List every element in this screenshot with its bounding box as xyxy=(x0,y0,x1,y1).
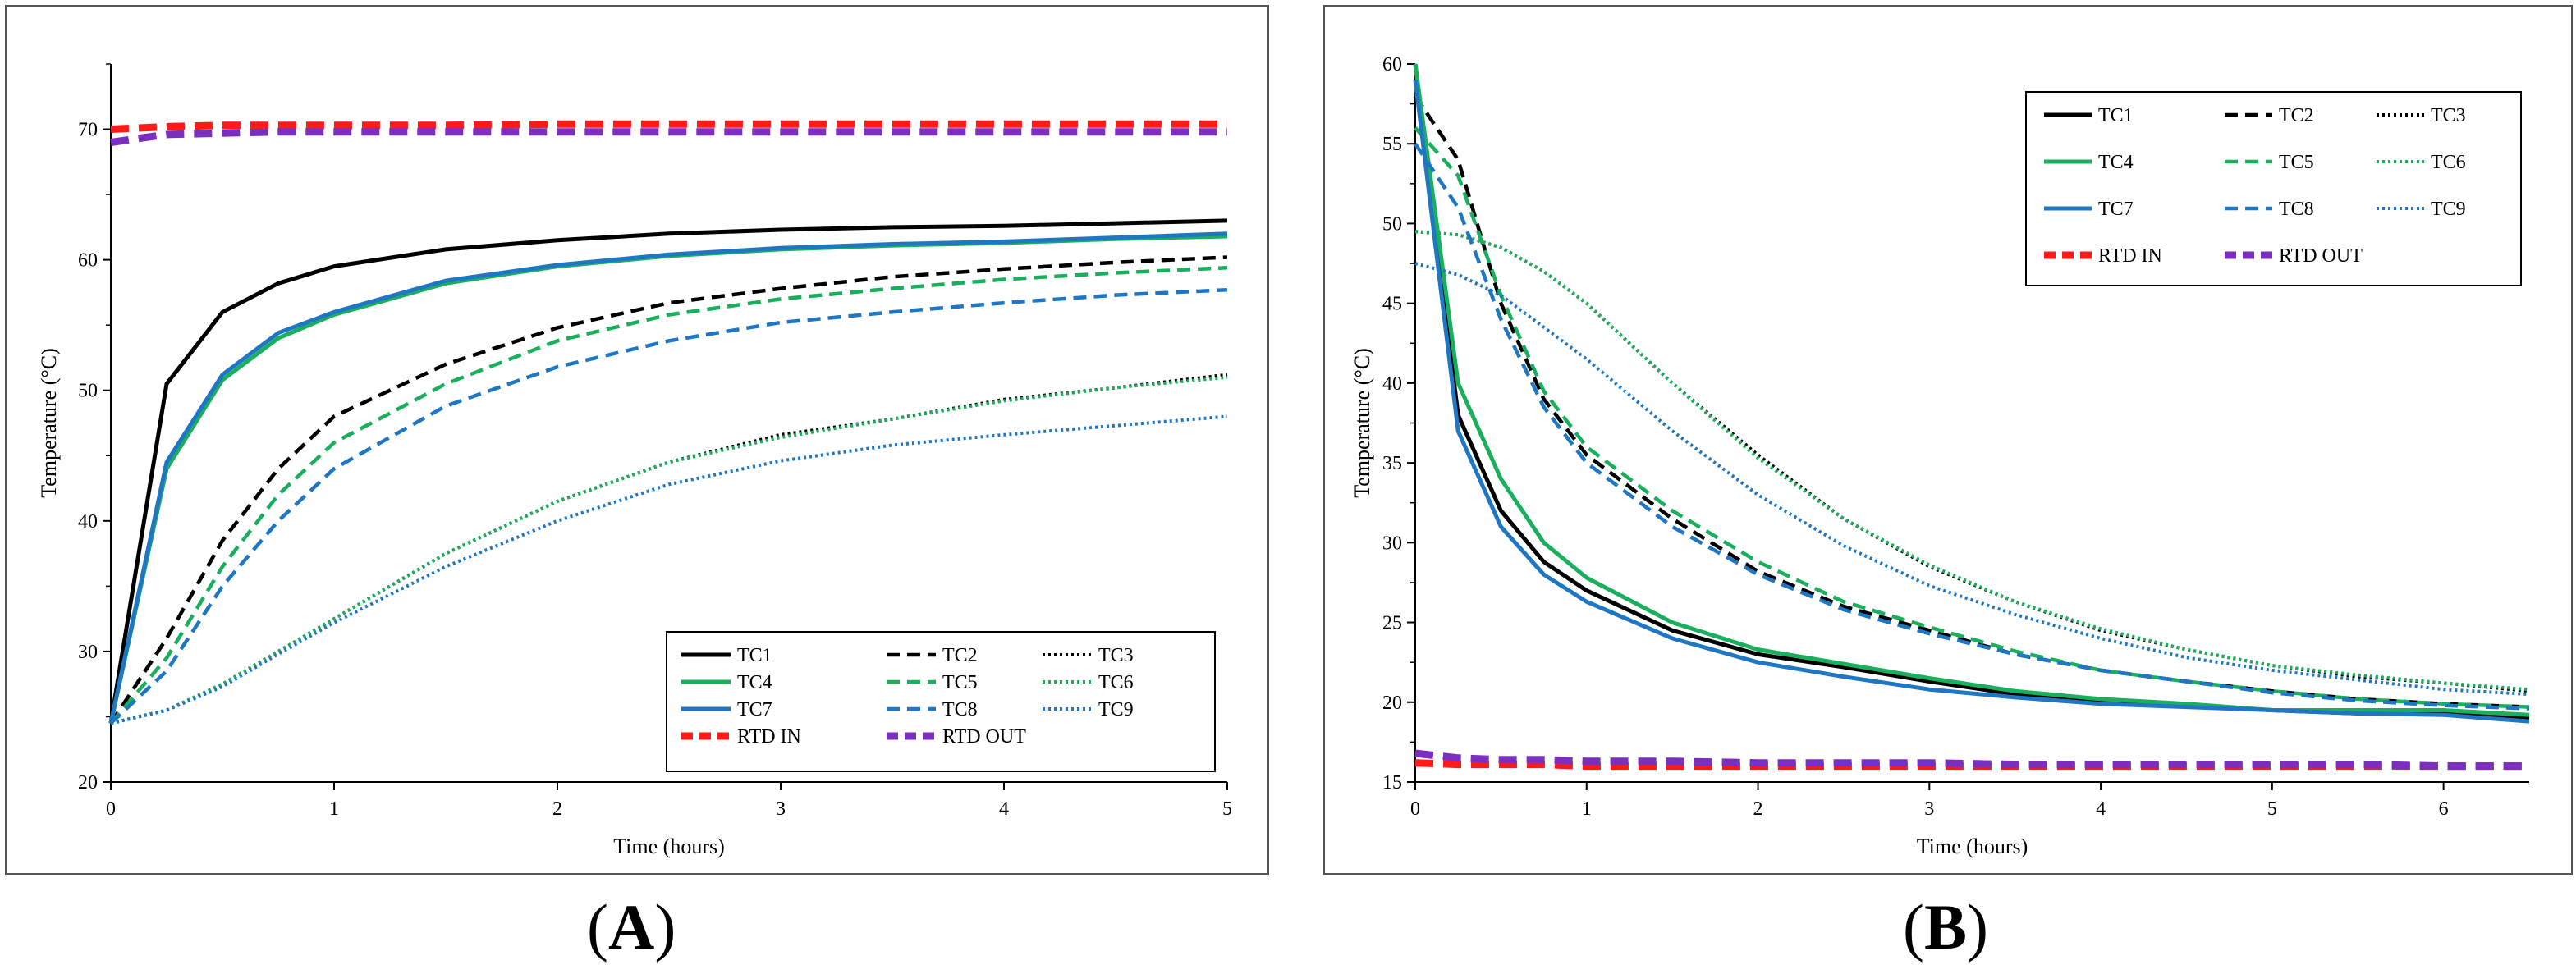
y-tick-label-b: 25 xyxy=(1382,613,1402,634)
y-tick-label-b: 15 xyxy=(1382,772,1402,793)
y-tick-label-b: 55 xyxy=(1382,134,1402,155)
x-tick-label-b: 2 xyxy=(1753,798,1763,820)
series-line-tc8-a xyxy=(109,287,1228,725)
panel-a-close-paren: ) xyxy=(654,891,676,963)
legend-label-tc4-a: TC4 xyxy=(737,672,772,693)
y-tick-label-b: 30 xyxy=(1382,533,1402,554)
x-tick-label-b: 0 xyxy=(1410,798,1420,820)
series-line-tc7-a xyxy=(108,231,1228,724)
y-tick-label-a: 30 xyxy=(78,642,98,663)
legend-label-tc7-a: TC7 xyxy=(737,699,772,720)
panel-b-letter: B xyxy=(1923,891,1968,963)
x-axis-label-b: Time (hours) xyxy=(1917,835,2028,858)
y-axis-label-a: Temperature (°C) xyxy=(37,348,61,498)
legend-label-tc6-b: TC6 xyxy=(2431,152,2466,173)
y-tick-label-a: 40 xyxy=(78,511,98,533)
y-tick-label-a: 20 xyxy=(78,772,98,793)
series-line-tc6-a xyxy=(110,375,1228,725)
x-tick-label-b: 5 xyxy=(2267,798,2277,820)
legend-label-tc5-a: TC5 xyxy=(942,672,978,693)
y-tick-label-b: 35 xyxy=(1382,453,1402,474)
y-tick-label-a: 70 xyxy=(78,120,98,141)
legend-label-tc6-a: TC6 xyxy=(1098,672,1134,693)
y-axis-label-b: Temperature (°C) xyxy=(1350,348,1374,498)
series-line-rtd-out-a xyxy=(110,128,1227,146)
legend-box-b xyxy=(2025,91,2522,286)
legend-label-rtd-out-b: RTD OUT xyxy=(2279,245,2363,267)
x-tick-label-a: 4 xyxy=(999,798,1009,820)
panel-b-open-paren: ( xyxy=(1903,891,1924,963)
x-tick-label-a: 2 xyxy=(552,798,562,820)
legend-label-tc2-a: TC2 xyxy=(942,645,978,666)
legend-label-rtd-in-b: RTD IN xyxy=(2098,245,2162,267)
series-line-tc5-a xyxy=(109,265,1228,725)
legend-label-tc5-b: TC5 xyxy=(2279,152,2314,173)
legend-label-tc9-a: TC9 xyxy=(1098,699,1134,720)
series-line-tc9-b xyxy=(1414,262,2530,697)
series-line-tc7-b xyxy=(1413,80,2530,724)
legend-label-tc7-b: TC7 xyxy=(2098,199,2134,220)
y-tick-label-b: 45 xyxy=(1382,294,1402,315)
x-axis-label-a: Time (hours) xyxy=(613,835,725,858)
legend-box-a xyxy=(666,631,1216,772)
chart-a: 20 30 40 50 60 70 0 1 2 3 4 5 Time (hours) Temperatur… xyxy=(37,63,1232,858)
series-line-rtd-in-a xyxy=(110,120,1227,133)
y-tick-label-b: 20 xyxy=(1382,693,1402,714)
legend-label-rtd-out-a: RTD OUT xyxy=(942,726,1026,748)
x-tick-label-a: 0 xyxy=(106,798,116,820)
y-tick-label-b: 40 xyxy=(1382,373,1402,395)
y-tick-label-a: 60 xyxy=(78,250,98,272)
x-tick-label-a: 5 xyxy=(1222,798,1232,820)
series-line-tc5-b xyxy=(1414,126,2530,709)
x-tick-label-a: 1 xyxy=(329,798,339,820)
series-line-tc9-a xyxy=(110,414,1228,725)
x-tick-label-b: 6 xyxy=(2439,798,2449,820)
series-line-rtd-out-b xyxy=(1414,749,2529,771)
panel-a-letter: A xyxy=(607,891,655,963)
series-line-tc6-b xyxy=(1414,230,2530,692)
legend-label-tc1-a: TC1 xyxy=(737,645,772,666)
y-tick-label-b: 50 xyxy=(1382,213,1402,235)
legend-label-tc3-b: TC3 xyxy=(2431,105,2466,126)
legend-a: TC1 TC2 TC3 TC4 TC5 TC6 TC7 TC8 TC9 RTD IN RTD OUT xyxy=(666,631,1216,772)
legend-label-tc9-b: TC9 xyxy=(2431,199,2466,220)
series-line-tc8-b xyxy=(1414,142,2530,711)
legend-b: TC1 TC2 TC3 TC4 TC5 TC6 TC7 TC8 TC9 RTD IN RTD OUT xyxy=(2025,91,2522,286)
legend-label-tc2-b: TC2 xyxy=(2279,105,2314,126)
legend-label-tc1-b: TC1 xyxy=(2098,105,2134,126)
legend-label-rtd-in-a: RTD IN xyxy=(737,726,801,748)
x-tick-label-a: 3 xyxy=(776,798,786,820)
x-tick-label-b: 4 xyxy=(2096,798,2106,820)
legend-label-tc3-a: TC3 xyxy=(1098,645,1134,666)
y-tick-label-a: 50 xyxy=(78,381,98,402)
panel-b-close-paren: ) xyxy=(1967,891,1988,963)
series-line-tc1-a xyxy=(108,218,1228,724)
x-tick-label-b: 3 xyxy=(1924,798,1934,820)
legend-label-tc8-b: TC8 xyxy=(2279,199,2314,220)
y-tick-label-b: 60 xyxy=(1382,54,1402,75)
x-tick-label-b: 1 xyxy=(1582,798,1592,820)
panel-label-a: (A) xyxy=(587,890,676,964)
series-line-tc2-a xyxy=(109,255,1228,725)
legend-label-tc4-b: TC4 xyxy=(2098,152,2134,173)
panel-label-b: (B) xyxy=(1903,890,1988,964)
legend-label-tc8-a: TC8 xyxy=(942,699,978,720)
panel-a-open-paren: ( xyxy=(587,891,608,963)
